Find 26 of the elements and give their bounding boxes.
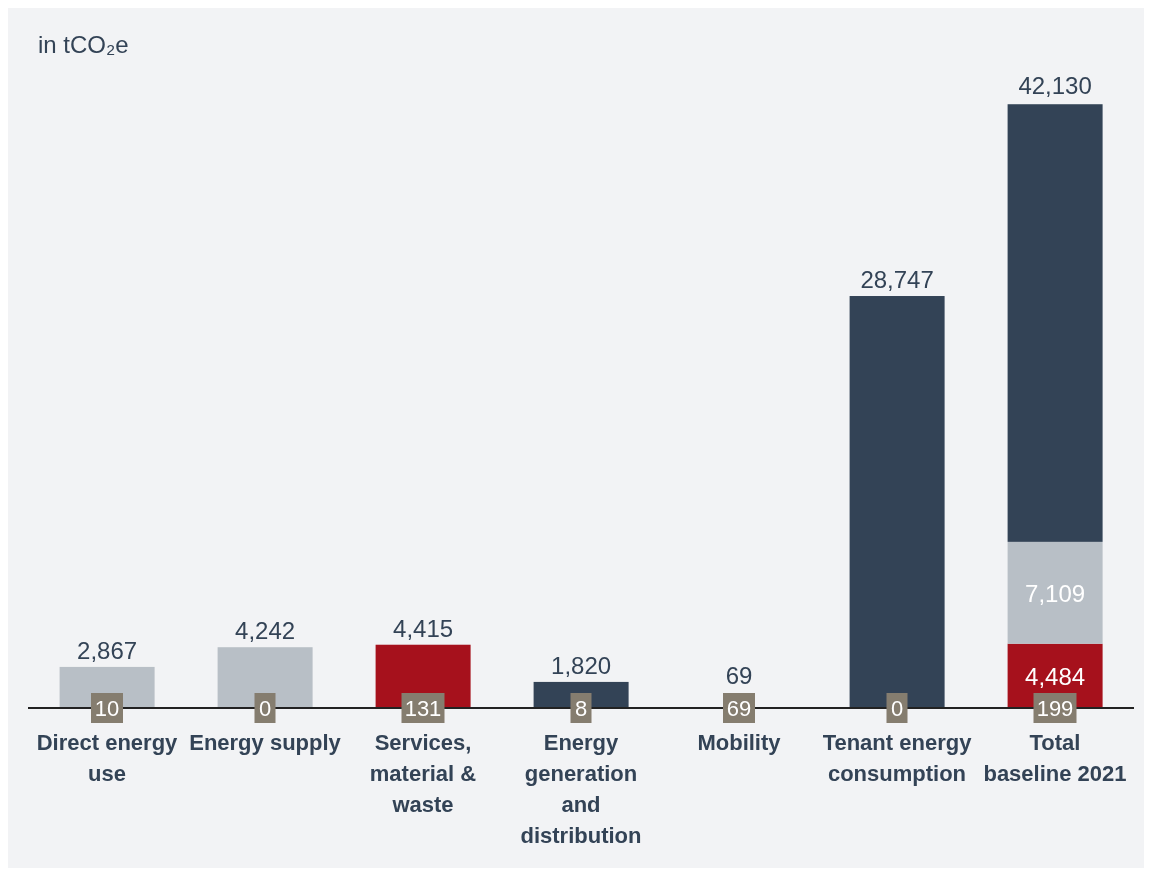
x-tick-label: Mobility <box>697 730 782 755</box>
x-tick-label: Direct energy use <box>36 730 179 786</box>
total-label: 42,130 <box>1018 72 1092 100</box>
data-label: 69 <box>726 696 752 721</box>
annotation: 0 <box>258 696 272 721</box>
x-tick-label: Energy supply <box>189 730 342 755</box>
y-axis-title: in tCO₂e <box>38 31 129 58</box>
annotation: 8 <box>574 696 588 721</box>
annotation: 131 <box>404 696 442 721</box>
data-label: 4,484 <box>1025 662 1086 690</box>
bar <box>1007 104 1103 542</box>
data-label: 4,415 <box>393 614 454 642</box>
annotation: 69 <box>725 662 753 689</box>
data-label: 7,109 <box>1025 579 1086 607</box>
x-tick-label: Energy generation and distribution <box>520 730 642 848</box>
x-tick-label: Services, material & waste <box>369 730 477 817</box>
annotation: 10 <box>94 696 120 721</box>
bar <box>1007 541 1103 644</box>
x-tick-label: Total baseline 2021 <box>983 730 1127 786</box>
annotation: 0 <box>890 696 904 721</box>
data-label: 2,867 <box>77 636 138 664</box>
data-label: 1,820 <box>551 651 612 679</box>
data-label: 28,747 <box>860 266 934 294</box>
data-label: 4,242 <box>235 617 296 645</box>
annotation: 199 <box>1036 696 1074 721</box>
x-tick-label: Tenant energy consumption <box>822 730 973 786</box>
